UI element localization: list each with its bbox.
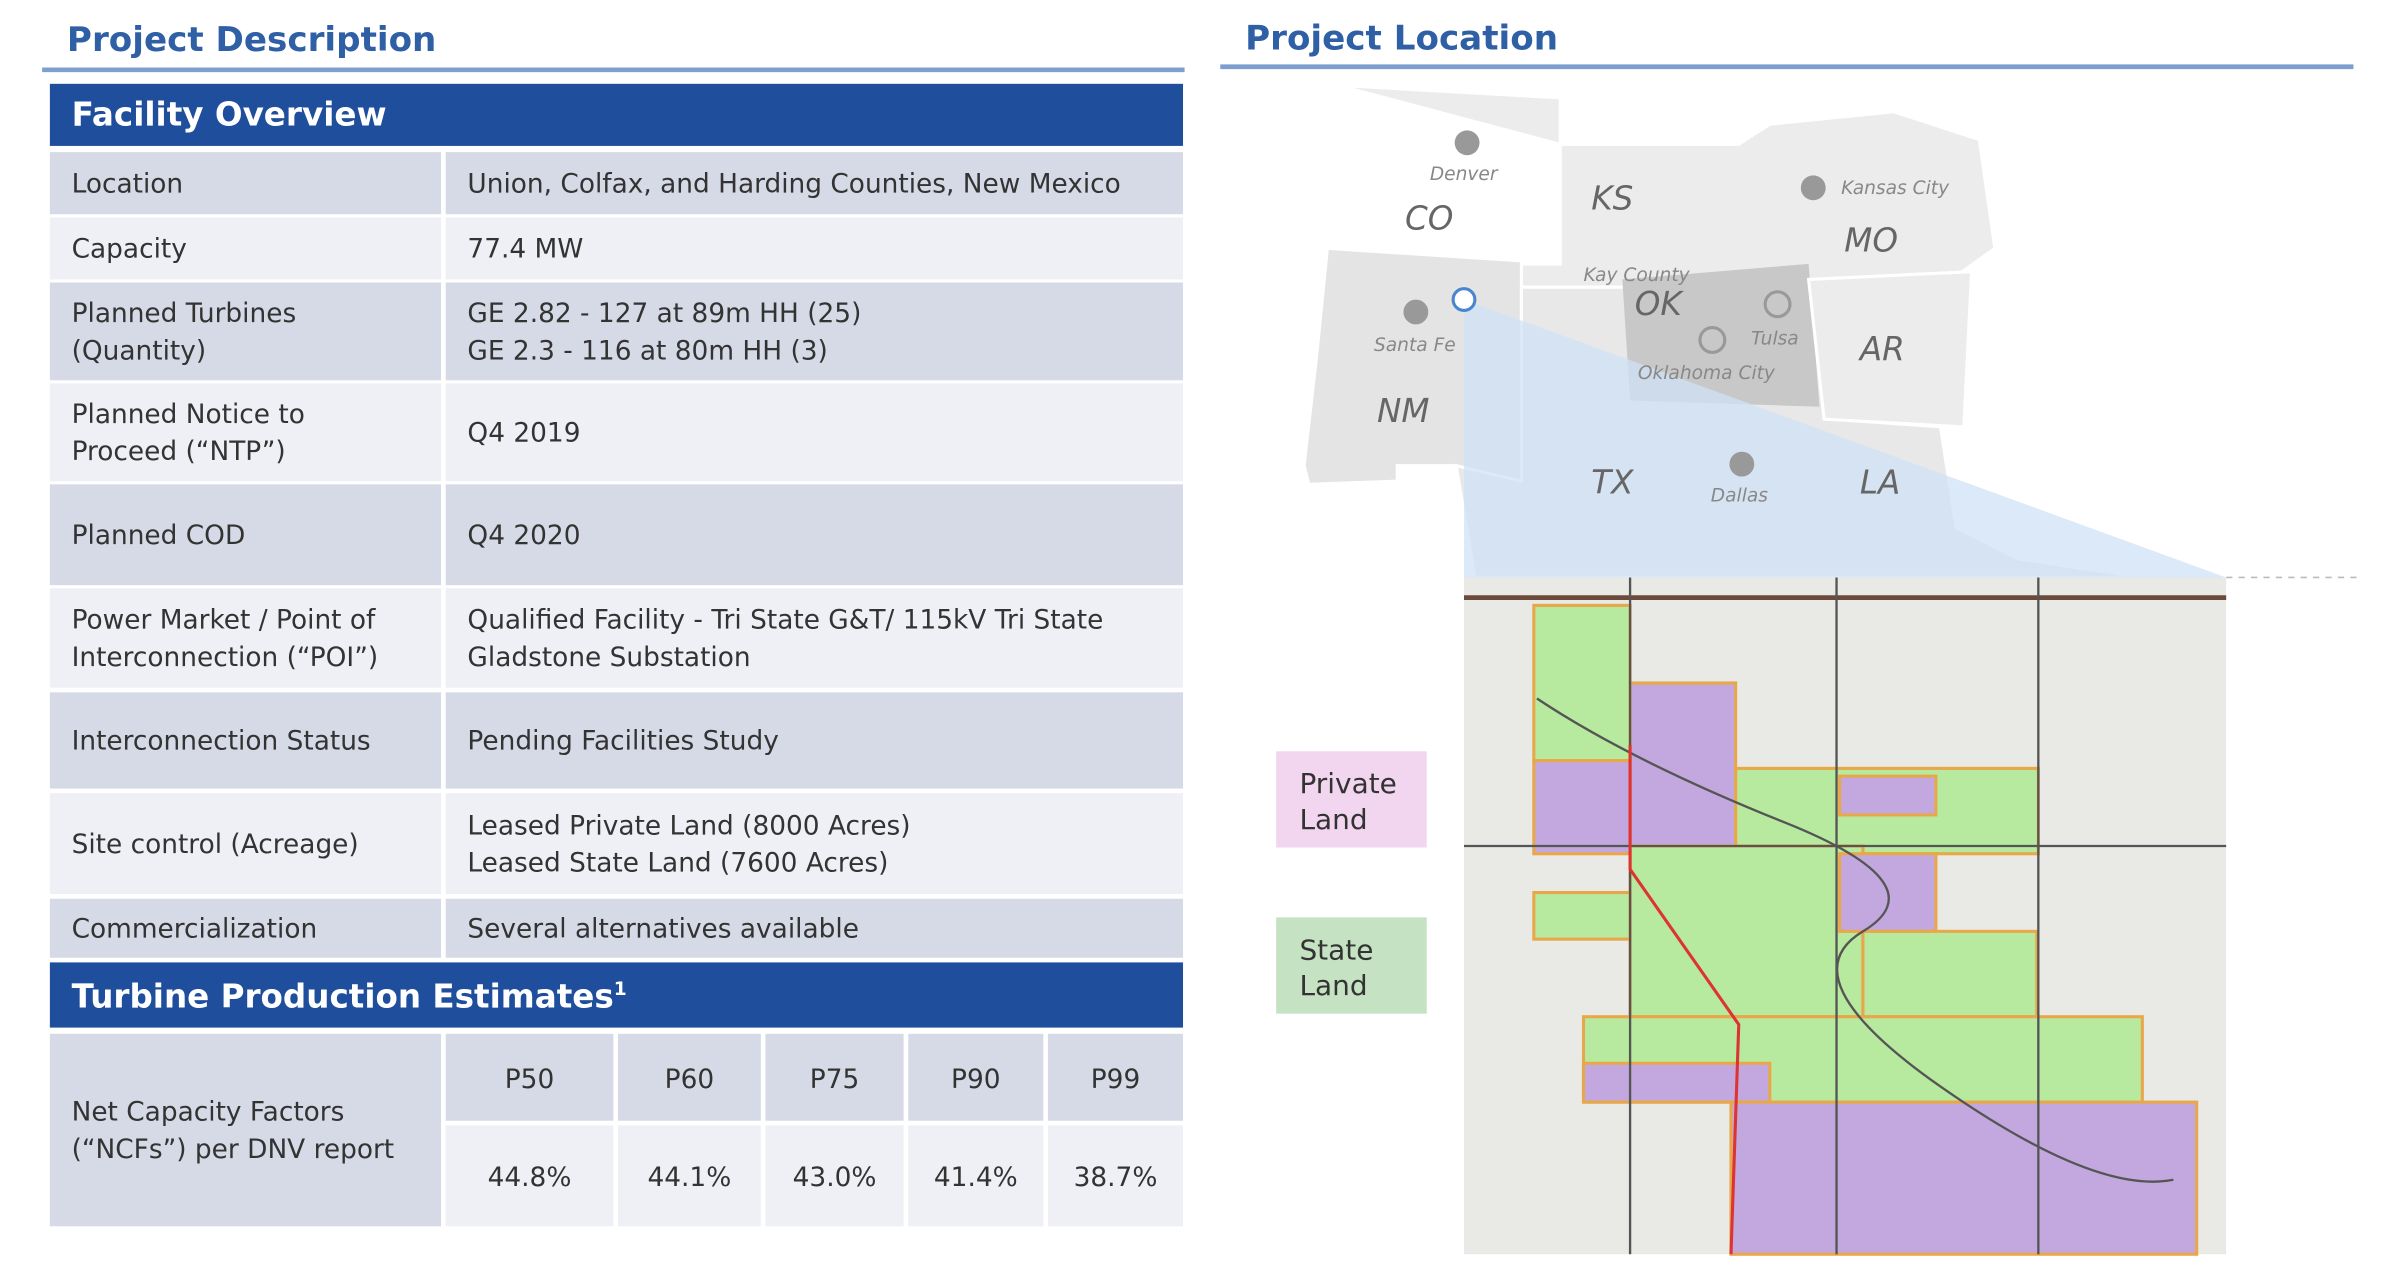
cell-text: Leased Private Land (8000 Acres) (467, 811, 910, 841)
cell-text: Union, Colfax, and Harding Counties, New… (467, 169, 1120, 199)
cell-text: GE 2.82 - 127 at 89m HH (25) (467, 299, 861, 329)
cell (49, 484, 442, 586)
city-label: Santa Fe (1374, 335, 1456, 356)
cell-value: 38.7% (1074, 1163, 1158, 1193)
cell-value: 43.0% (793, 1163, 877, 1193)
city-label: Dallas (1711, 485, 1768, 506)
cell (445, 484, 1184, 586)
cell (49, 692, 442, 789)
cell (445, 282, 1184, 381)
city-label: Denver (1430, 164, 1499, 185)
state-label: MO (1844, 221, 1898, 259)
legend-label: Private (1299, 767, 1396, 800)
state-label: NM (1377, 392, 1429, 430)
cell-text: Leased State Land (7600 Acres) (467, 849, 888, 879)
section-title: Project Location (1245, 19, 1558, 59)
cell (49, 217, 442, 280)
cell-text: GE 2.3 - 116 at 80m HH (3) (467, 336, 827, 366)
cell-value: 44.8% (488, 1163, 572, 1193)
legend-label: State (1299, 933, 1373, 966)
legend-label: Land (1299, 803, 1367, 836)
cell-text: Site control (Acreage) (72, 830, 359, 860)
cell (49, 152, 442, 215)
cell (1047, 1033, 1184, 1121)
cell-text: Location (72, 169, 184, 199)
city-label: Tulsa (1751, 329, 1799, 350)
column-header: P60 (665, 1065, 714, 1095)
table-header (49, 962, 1184, 1028)
cell (765, 1033, 904, 1121)
column-header: P75 (810, 1065, 859, 1095)
column-header: P50 (505, 1065, 554, 1095)
state-label: OK (1635, 285, 1685, 323)
cell (445, 793, 1184, 895)
cell (618, 1125, 761, 1227)
state-label: TX (1591, 464, 1634, 502)
section-title: Project Description (67, 20, 436, 60)
column-header: P99 (1091, 1065, 1140, 1095)
cell-text: Proceed (“NTP”) (72, 437, 286, 467)
cell (445, 1033, 614, 1121)
cell-text: Gladstone Substation (467, 643, 750, 673)
cell-text: Power Market / Point of (72, 606, 376, 636)
cell (49, 793, 442, 895)
cell (49, 1033, 442, 1227)
cell (445, 692, 1184, 789)
cell-text: Planned COD (72, 521, 246, 551)
cell-text: Capacity (72, 235, 187, 265)
cell-text: Interconnection (“POI”) (72, 643, 379, 673)
cell (445, 217, 1184, 280)
cell-text: Qualified Facility - Tri State G&T/ 115k… (467, 606, 1103, 636)
legend-swatch (1276, 917, 1427, 1014)
title-text: Turbine Production Estimates (72, 977, 614, 1015)
state-label: AR (1858, 330, 1905, 368)
cell-text: (Quantity) (72, 336, 207, 366)
city-label: Oklahoma City (1638, 363, 1776, 384)
map: CO KS MO OK AR NM TX LA Denver Kansas Ci… (1276, 83, 2360, 1256)
cell (765, 1125, 904, 1227)
cell (445, 152, 1184, 215)
cell (445, 588, 1184, 688)
cell (445, 898, 1184, 958)
table-header (49, 83, 1184, 146)
city-label: Kansas City (1841, 178, 1950, 199)
cell-text: Q4 2020 (467, 521, 580, 551)
cell-text: (“NCFs”) per DNV report (72, 1135, 395, 1165)
cell-text: Pending Facilities Study (467, 727, 778, 757)
cell-text: Net Capacity Factors (72, 1098, 345, 1128)
cell (445, 1125, 614, 1227)
cell (908, 1033, 1044, 1121)
cell (49, 898, 442, 958)
cell (49, 383, 442, 482)
cell (49, 588, 442, 688)
cell-value: 44.1% (648, 1163, 732, 1193)
legend-label: Land (1299, 969, 1367, 1002)
table-title: Turbine Production Estimates1 (72, 977, 627, 1015)
cell-text: Several alternatives available (467, 915, 859, 945)
cell-text: Commercialization (72, 915, 318, 945)
cell-text: Interconnection Status (72, 727, 371, 757)
table-title: Facility Overview (72, 96, 387, 134)
cell-text: Planned Notice to (72, 400, 305, 430)
cell (618, 1033, 761, 1121)
column-header: P90 (951, 1065, 1000, 1095)
footnote-mark: 1 (614, 979, 627, 1000)
cell-value: 41.4% (934, 1163, 1018, 1193)
state-label: CO (1405, 200, 1453, 238)
cell (445, 383, 1184, 482)
city-label: Kay County (1584, 265, 1691, 286)
cell-text: Planned Turbines (72, 299, 297, 329)
table: Facility Overview Location Union, Colfax, … (49, 83, 1184, 1227)
cell (1047, 1125, 1184, 1227)
legend-swatch (1276, 751, 1427, 848)
state-label: KS (1591, 180, 1633, 218)
cell (49, 282, 442, 381)
cell-text: 77.4 MW (467, 235, 583, 265)
cell-text: Q4 2019 (467, 419, 580, 449)
state-label: LA (1860, 464, 1900, 502)
cell (908, 1125, 1044, 1227)
